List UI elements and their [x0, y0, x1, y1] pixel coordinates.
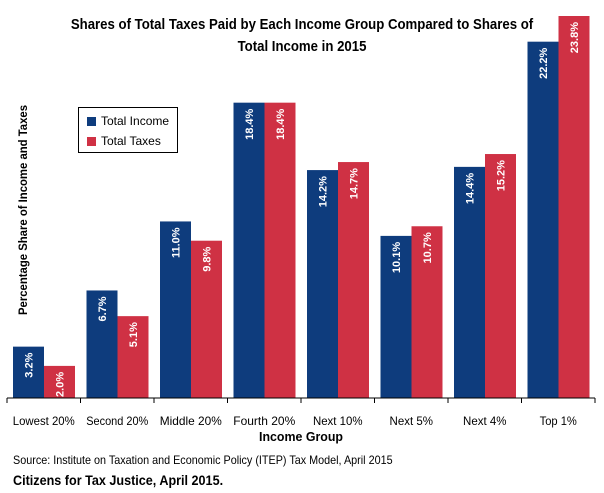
- x-tick-label: Top 1%: [540, 414, 578, 428]
- bar-income: [13, 346, 44, 398]
- x-tick-label: Next 4%: [463, 414, 507, 428]
- bar-value-label: 14.4%: [465, 173, 477, 204]
- bar-income: [233, 102, 265, 398]
- bar-taxes: [44, 365, 75, 398]
- bar-value-label: 11.0%: [171, 227, 183, 258]
- bar-value-label: 2.0%: [55, 372, 67, 397]
- bar-value-label: 18.4%: [244, 108, 256, 139]
- bar-taxes: [338, 162, 369, 398]
- bar-value-label: 10.1%: [391, 242, 403, 273]
- legend-label-taxes: Total Taxes: [101, 134, 161, 148]
- source-note: Source: Institute on Taxation and Econom…: [13, 453, 393, 467]
- credit-note: Citizens for Tax Justice, April 2015.: [13, 472, 224, 488]
- x-tick-label: Second 20%: [86, 414, 148, 428]
- bar-value-label: 3.2%: [24, 352, 36, 377]
- legend-item-taxes: Total Taxes: [87, 134, 161, 148]
- legend: Total Income Total Taxes: [78, 107, 178, 153]
- bar-income: [86, 290, 118, 398]
- bar-value-label: 23.8%: [569, 22, 581, 53]
- bar-income: [160, 221, 191, 398]
- bar-value-label: 22.2%: [538, 47, 550, 78]
- x-tick-label: Lowest 20%: [13, 414, 75, 428]
- bar-taxes: [117, 316, 149, 398]
- bar-value-label: 18.4%: [275, 108, 287, 139]
- legend-swatch-taxes: [87, 136, 96, 146]
- bar-taxes: [191, 240, 222, 398]
- y-axis-title: Percentage Share of Income and Taxes: [16, 105, 30, 315]
- bar-income: [527, 41, 559, 399]
- bar-value-label: 14.7%: [349, 168, 361, 199]
- x-tick-label: Fourth 20%: [233, 414, 295, 428]
- bar-value-label: 6.7%: [97, 296, 109, 321]
- bar-income: [380, 235, 412, 398]
- x-tick-label: Next 10%: [313, 414, 363, 428]
- bar-taxes: [558, 16, 590, 398]
- bar-taxes: [264, 102, 296, 398]
- chart-title-line-1: Shares of Total Taxes Paid by Each Incom…: [70, 16, 534, 33]
- bar-value-label: 10.7%: [422, 232, 434, 263]
- x-tick-label: Next 5%: [390, 414, 434, 428]
- bar-value-label: 5.1%: [128, 322, 140, 347]
- x-tick-label: Middle 20%: [160, 414, 222, 428]
- legend-item-income: Total Income: [87, 114, 169, 128]
- bar-value-label: 15.2%: [496, 160, 508, 191]
- bar-taxes: [485, 154, 516, 398]
- bar-value-label: 9.8%: [202, 246, 214, 271]
- legend-label-income: Total Income: [101, 114, 170, 128]
- bar-taxes: [411, 226, 443, 398]
- x-axis-title: Income Group: [259, 429, 343, 444]
- chart-title-line-2: Total Income in 2015: [237, 38, 367, 55]
- legend-swatch-income: [87, 116, 96, 126]
- bar-income: [307, 170, 338, 398]
- bar-income: [454, 166, 485, 398]
- bar-value-label: 14.2%: [318, 176, 330, 207]
